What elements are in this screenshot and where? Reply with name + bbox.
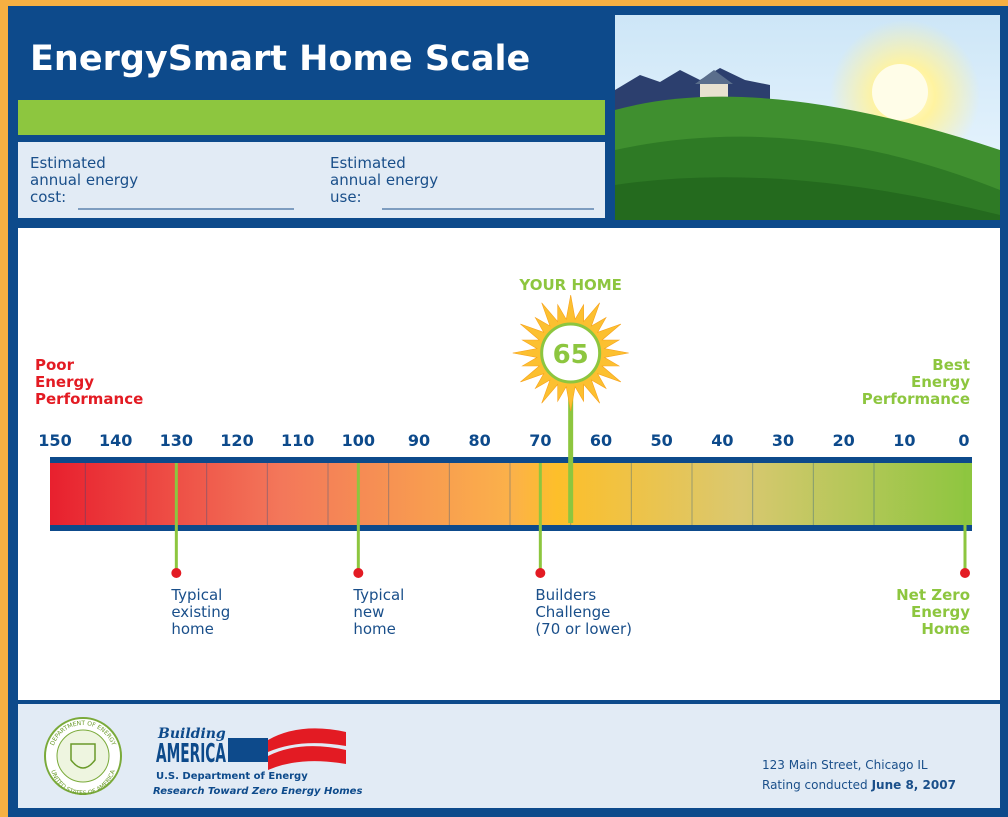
marker-label: (70 or lower)	[535, 620, 632, 638]
logo-stars	[228, 738, 268, 762]
bar-top-rule	[50, 457, 972, 463]
tick-label: 0	[958, 431, 969, 450]
scale-bar	[50, 462, 972, 526]
poor-label: Energy	[35, 373, 94, 391]
tick-label: 150	[38, 431, 71, 450]
best-label: Performance	[862, 390, 970, 408]
seal-inner	[57, 730, 109, 782]
tick-label: 30	[772, 431, 794, 450]
green-band	[18, 100, 605, 135]
cost-label: annual energy	[30, 171, 138, 189]
tick-label: 130	[160, 431, 193, 450]
your-home-label: YOUR HOME	[518, 276, 622, 294]
tick-label: 140	[99, 431, 132, 450]
rating-date: June 8, 2007	[871, 778, 956, 792]
tick-label: 20	[833, 431, 855, 450]
marker-label: Typical	[352, 586, 404, 604]
tick-label: 70	[529, 431, 551, 450]
tick-label: 120	[220, 431, 253, 450]
tick-label: 80	[469, 431, 491, 450]
tick-label: 40	[711, 431, 733, 450]
logo-tagline: Research Toward Zero Energy Homes	[153, 786, 362, 797]
marker-dot	[535, 568, 545, 578]
cost-label: cost:	[30, 188, 66, 206]
marker-label: Energy	[911, 603, 970, 621]
use-label: Estimated	[330, 154, 406, 172]
marker-label: Home	[921, 620, 970, 638]
marker-label: Challenge	[535, 603, 610, 621]
address: 123 Main Street, Chicago IL	[762, 758, 928, 772]
marker-label: Builders	[535, 586, 596, 604]
marker-label: existing	[171, 603, 230, 621]
best-label: Best	[932, 356, 970, 374]
marker-label: home	[171, 620, 214, 638]
page: EnergySmart Home Scale Estimatedannual e…	[0, 0, 1008, 817]
marker-dot	[353, 568, 363, 578]
best-label: Energy	[911, 373, 970, 391]
bar-bottom-rule	[50, 525, 972, 531]
tick-label: 110	[281, 431, 314, 450]
landscape	[615, 15, 1000, 220]
tick-label: 60	[590, 431, 612, 450]
tick-label: 100	[342, 431, 375, 450]
tick-label: 10	[893, 431, 915, 450]
tick-label: 90	[408, 431, 430, 450]
cost-label: Estimated	[30, 154, 106, 172]
marker-label: Net Zero	[896, 586, 970, 604]
logo-word: AMERICA	[156, 739, 226, 769]
marker-dot	[171, 568, 181, 578]
use-label: annual energy	[330, 171, 438, 189]
use-label: use:	[330, 188, 362, 206]
marker-label: Typical	[170, 586, 222, 604]
logo-agency: U.S. Department of Energy	[156, 771, 308, 782]
tick-label: 50	[651, 431, 673, 450]
scale-card: EnergySmart Home Scale Estimatedannual e…	[0, 0, 1008, 817]
your-home-value: 65	[553, 340, 589, 370]
marker-label: new	[353, 603, 384, 621]
rating-prefix: Rating conducted	[762, 778, 868, 792]
poor-label: Poor	[35, 356, 75, 374]
title: EnergySmart Home Scale	[30, 39, 530, 79]
poor-label: Performance	[35, 390, 143, 408]
marker-label: home	[353, 620, 396, 638]
marker-dot	[960, 568, 970, 578]
